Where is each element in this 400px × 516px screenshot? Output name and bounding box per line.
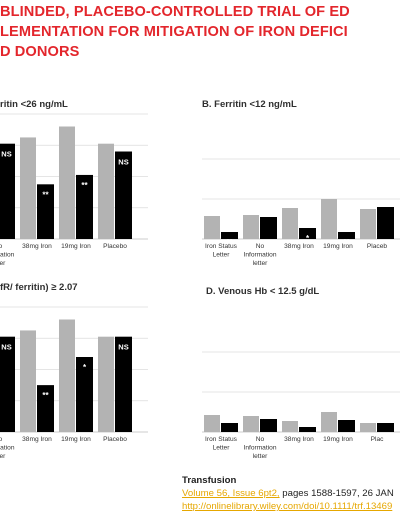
bar-series-2	[37, 184, 54, 239]
bar-significance-label: **	[42, 391, 49, 400]
volume-link[interactable]: Volume 56, Issue 6pt2,	[182, 488, 280, 499]
category-label: Information	[0, 445, 15, 452]
bar-series-1	[321, 199, 337, 239]
bar-significance-label: **	[42, 190, 49, 199]
category-label: 19mg Iron	[61, 243, 91, 250]
bar-series-1	[98, 143, 114, 239]
citation-block: Transfusion Volume 56, Issue 6pt2, pages…	[182, 474, 400, 513]
category-label: Placebo	[103, 243, 127, 250]
bar-series-1	[204, 216, 220, 239]
category-label: letter	[253, 453, 268, 460]
bar-series-2	[221, 232, 238, 239]
category-label: Information	[244, 445, 277, 452]
category-label: 19mg Iron	[61, 436, 91, 443]
bar-series-1	[59, 126, 75, 239]
citation-line: Volume 56, Issue 6pt2, pages 1588-1597, …	[182, 487, 400, 500]
bar-series-1	[282, 421, 298, 432]
category-label: Letter	[213, 445, 231, 452]
title-line-1: BLINDED, PLACEBO-CONTROLLED TRIAL OF ED	[0, 4, 350, 20]
bar-series-1	[20, 137, 36, 239]
category-label: No	[0, 243, 3, 250]
bar-significance-label: **	[343, 238, 350, 247]
bar-series-2	[377, 423, 394, 432]
bar-series-1	[360, 209, 376, 239]
category-label: Placebo	[103, 436, 127, 443]
bar-series-2	[338, 232, 355, 239]
category-label: No	[0, 436, 3, 443]
category-label: letter	[0, 260, 6, 267]
category-label: 38mg Iron	[22, 436, 52, 443]
doi-link[interactable]: http://onlinelibrary.wiley.com/doi/10.11…	[182, 501, 393, 512]
bar-series-1	[243, 416, 259, 432]
category-label: No	[256, 436, 265, 443]
bar-significance-label: **	[81, 181, 88, 190]
bar-series-2	[37, 385, 54, 432]
bar-series-2	[0, 143, 15, 239]
panel-title: B. Ferritin <12 ng/mL	[202, 99, 297, 110]
bar-significance-label: **	[226, 238, 233, 247]
category-label: Iron Status	[205, 436, 238, 443]
title-line-3: D DONORS	[0, 44, 80, 60]
bar-significance-label: *	[306, 234, 310, 243]
bar-series-2	[299, 228, 316, 239]
bar-series-2	[377, 207, 394, 239]
category-label: Letter	[213, 252, 231, 259]
bar-series-1	[204, 415, 220, 432]
category-label: 38mg Iron	[22, 243, 52, 250]
bar-series-2	[115, 151, 132, 239]
category-label: 19mg Iron	[323, 243, 353, 250]
title-line-2: LEMENTATION FOR MITIGATION OF IRON DEFIC…	[0, 24, 348, 40]
category-label: No	[256, 243, 265, 250]
bar-series-1	[282, 208, 298, 239]
bar-series-1	[98, 336, 114, 432]
journal-name: Transfusion	[182, 475, 237, 486]
bar-series-2	[260, 419, 277, 432]
bar-series-1	[321, 412, 337, 432]
category-label: 38mg Iron	[284, 436, 314, 443]
bar-series-1	[360, 423, 376, 432]
panel-title: ritin <26 ng/mL	[0, 99, 68, 110]
bar-series-2	[115, 336, 132, 432]
bar-series-2	[260, 217, 277, 239]
bar-series-1	[243, 215, 259, 239]
bar-series-1	[59, 319, 75, 432]
bar-significance-label: *	[83, 363, 87, 372]
category-label: Iron Status	[205, 243, 238, 250]
category-label: information	[0, 252, 15, 259]
bar-series-2	[299, 427, 316, 432]
bar-significance-label: NS	[1, 150, 11, 159]
panel-title: D. Venous Hb < 12.5 g/dL	[206, 286, 319, 297]
bar-series-1	[20, 330, 36, 432]
bar-series-2	[221, 423, 238, 432]
panel-title: fR/ ferritin) ≥ 2.07	[0, 282, 78, 293]
slide-title: BLINDED, PLACEBO-CONTROLLED TRIAL OF ED …	[0, 2, 400, 62]
category-label: 38mg Iron	[284, 243, 314, 250]
category-label: Plac	[371, 436, 385, 443]
bar-series-2	[76, 357, 93, 432]
category-label: Information	[244, 252, 277, 259]
bar-series-2	[0, 336, 15, 432]
pages-text: pages 1588-1597, 26 JAN	[279, 488, 394, 499]
category-label: letter	[253, 260, 268, 267]
category-label: Placeb	[367, 243, 387, 250]
bar-significance-label: NS	[118, 158, 128, 167]
category-label: 19mg Iron	[323, 436, 353, 443]
category-label: letter	[0, 453, 6, 460]
bar-series-2	[76, 174, 93, 239]
bar-significance-label: NS	[1, 343, 11, 352]
bar-significance-label: NS	[118, 343, 128, 352]
bar-series-2	[338, 420, 355, 432]
